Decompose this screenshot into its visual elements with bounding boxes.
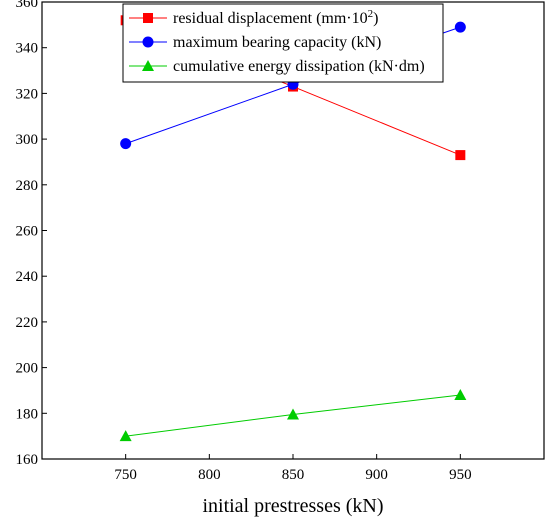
legend-label: residual displacement (mm·102) bbox=[173, 8, 378, 27]
legend-label-text: maximum bearing capacity (kN) bbox=[173, 34, 381, 51]
legend-marker bbox=[142, 36, 154, 48]
y-tick-label: 300 bbox=[16, 132, 39, 148]
y-tick-label: 320 bbox=[16, 86, 39, 102]
x-axis-title: initial prestresses (kN) bbox=[202, 495, 383, 517]
y-tick-label: 180 bbox=[16, 406, 39, 422]
legend-marker bbox=[142, 60, 154, 71]
y-tick-label: 220 bbox=[16, 315, 39, 331]
series-2 bbox=[119, 389, 467, 442]
y-tick-label: 360 bbox=[16, 0, 39, 11]
legend-label-tail: ) bbox=[373, 10, 378, 27]
data-point bbox=[287, 408, 299, 420]
y-tick-label: 240 bbox=[16, 269, 39, 285]
x-tick-label: 850 bbox=[282, 467, 305, 483]
legend: residual displacement (mm·102) maximum be… bbox=[122, 3, 444, 83]
y-tick-label: 160 bbox=[16, 452, 39, 468]
x-tick-label: 900 bbox=[365, 467, 388, 483]
y-tick-label: 340 bbox=[16, 41, 39, 57]
y-tick-label: 200 bbox=[16, 361, 39, 377]
legend-item: residual displacement (mm·102) bbox=[129, 8, 378, 27]
legend-box bbox=[122, 3, 444, 83]
legend-label-text: residual displacement (mm·10 bbox=[173, 10, 368, 27]
legend-label: cumulative energy dissipation (kN·dm) bbox=[173, 58, 425, 75]
y-tick-label: 280 bbox=[16, 178, 39, 194]
x-tick-label: 950 bbox=[449, 467, 472, 483]
legend-item: cumulative energy dissipation (kN·dm) bbox=[129, 58, 425, 75]
legend-label: maximum bearing capacity (kN) bbox=[173, 34, 381, 51]
legend-label-superscript: 2 bbox=[368, 8, 374, 20]
x-tick-label: 750 bbox=[114, 467, 137, 483]
legend-marker bbox=[143, 13, 153, 23]
data-point bbox=[120, 138, 132, 150]
data-point bbox=[455, 150, 466, 161]
x-axis: 750 800 850 900 950 bbox=[114, 454, 472, 483]
y-tick-label: 260 bbox=[16, 224, 39, 240]
legend-label-text: cumulative energy dissipation (kN·dm) bbox=[173, 58, 425, 75]
x-tick-label: 800 bbox=[198, 467, 221, 483]
legend-item: maximum bearing capacity (kN) bbox=[129, 34, 381, 51]
y-axis: 160 180 200 220 240 260 280 300 320 340 360 bbox=[16, 0, 47, 468]
data-point bbox=[454, 389, 467, 401]
data-point bbox=[119, 430, 132, 442]
data-point bbox=[454, 21, 466, 33]
